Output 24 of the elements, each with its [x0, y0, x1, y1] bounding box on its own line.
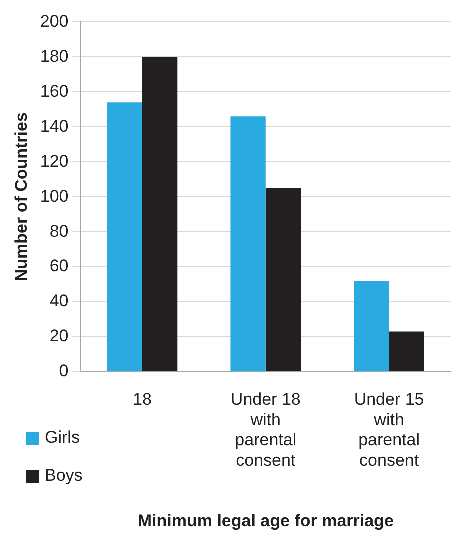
- y-tick-label: 80: [50, 222, 69, 241]
- y-tick-label: 180: [40, 46, 69, 66]
- bar: [266, 188, 302, 372]
- y-tick-label: 160: [40, 82, 69, 101]
- x-axis-title: Minimum legal age for marriage: [138, 511, 394, 530]
- x-tick-label: Under 15 with parental consent: [354, 390, 424, 470]
- legend-label: Boys: [45, 466, 83, 486]
- bar: [354, 281, 390, 372]
- legend-label: Girls: [45, 428, 80, 448]
- y-axis-title: Number of Countries: [12, 112, 31, 282]
- bar: [107, 102, 142, 372]
- y-tick-label: 60: [50, 256, 69, 276]
- bar: [142, 57, 178, 372]
- y-tick-label: 20: [50, 326, 69, 346]
- bar: [389, 332, 424, 372]
- y-tick-label: 200: [40, 12, 69, 31]
- y-tick-label: 100: [40, 186, 69, 206]
- x-tick-label: 18: [133, 390, 152, 409]
- y-tick-label: 120: [40, 152, 69, 171]
- y-tick-label: 40: [50, 292, 69, 311]
- bar: [230, 116, 266, 372]
- x-tick-label: Under 18 with parental consent: [230, 390, 301, 470]
- y-tick-label: 0: [59, 362, 69, 381]
- y-tick-label: 140: [40, 116, 69, 136]
